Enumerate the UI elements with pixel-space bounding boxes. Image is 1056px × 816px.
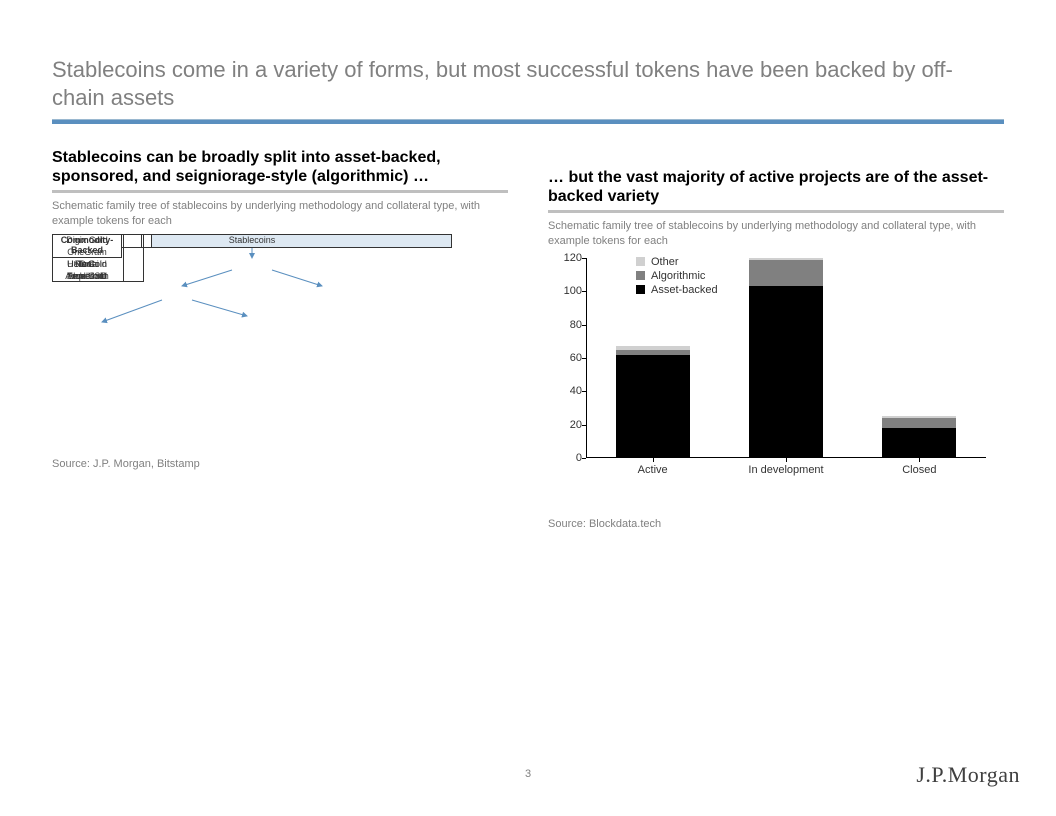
page-title: Stablecoins come in a variety of forms, …: [0, 0, 1056, 119]
left-heading: Stablecoins can be broadly split into as…: [52, 148, 508, 186]
chart-ytick-mark: [582, 358, 586, 359]
chart-ytick: 0: [548, 452, 582, 464]
left-description: Schematic family tree of stablecoins by …: [52, 199, 508, 228]
chart-bar-segment: [749, 286, 823, 458]
chart-xcategory: Active: [593, 464, 713, 476]
left-subrule: [52, 190, 508, 193]
chart-ytick: 20: [548, 419, 582, 431]
chart-xcategory: In development: [726, 464, 846, 476]
left-column: Stablecoins can be broadly split into as…: [52, 148, 508, 470]
chart-bar-segment: [616, 346, 690, 349]
chart-ytick-mark: [582, 391, 586, 392]
right-subrule: [548, 210, 1004, 213]
chart-xcategory: Closed: [859, 464, 979, 476]
stacked-bar-chart: OtherAlgorithmicAsset-backed 02040608010…: [548, 254, 998, 494]
chart-xtick-mark: [653, 458, 654, 462]
chart-bar-segment: [882, 418, 956, 428]
right-description: Schematic family tree of stablecoins by …: [548, 219, 1004, 248]
chart-xtick-mark: [786, 458, 787, 462]
chart-ytick-mark: [582, 325, 586, 326]
chart-ytick: 100: [548, 285, 582, 297]
chart-ytick: 80: [548, 319, 582, 331]
chart-bar-segment: [616, 355, 690, 458]
chart-ytick: 40: [548, 385, 582, 397]
chart-bar-segment: [882, 416, 956, 418]
chart-bar-segment: [749, 260, 823, 287]
two-column-layout: Stablecoins can be broadly split into as…: [0, 124, 1056, 530]
tree-commodity-bracket: [52, 234, 124, 282]
chart-bar-segment: [616, 350, 690, 355]
chart-bar-segment: [749, 258, 823, 260]
chart-ytick-mark: [582, 425, 586, 426]
chart-ytick-mark: [582, 458, 586, 459]
right-column: … but the vast majority of active projec…: [548, 148, 1004, 530]
chart-ytick: 60: [548, 352, 582, 364]
chart-bar-segment: [882, 428, 956, 458]
chart-ytick-mark: [582, 258, 586, 259]
right-heading: … but the vast majority of active projec…: [548, 168, 1004, 206]
chart-ytick: 120: [548, 252, 582, 264]
brand-logo: J.P.Morgan: [916, 762, 1020, 788]
page-number: 3: [0, 768, 1056, 780]
right-source: Source: Blockdata.tech: [548, 518, 1004, 530]
left-source: Source: J.P. Morgan, Bitstamp: [52, 458, 508, 470]
chart-xtick-mark: [919, 458, 920, 462]
chart-ytick-mark: [582, 291, 586, 292]
stablecoin-tree-diagram: Stablecoins Asset-Backed Sponsored JPM C…: [52, 234, 532, 434]
